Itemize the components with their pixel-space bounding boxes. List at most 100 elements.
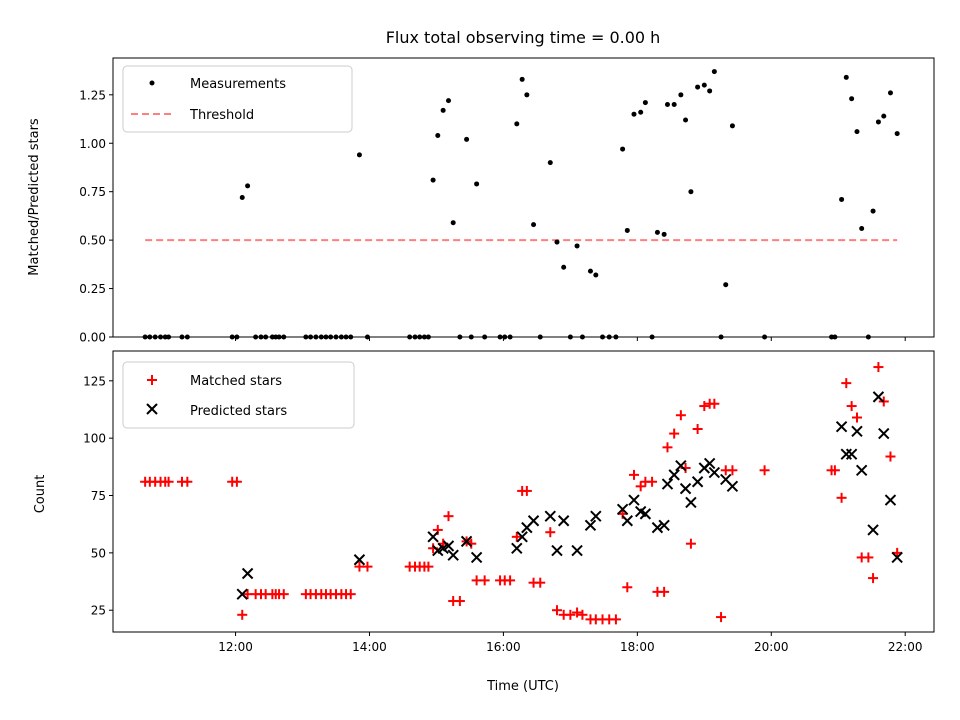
legend-bottom: Matched stars Predicted stars [122,361,355,429]
matched-star-point [628,469,639,480]
y-tick-label: 25 [91,604,106,618]
matched-stars-layer [140,362,903,625]
measurement-point [887,90,893,96]
predicted-star-point [447,549,459,561]
measurement-point [839,196,845,202]
measurement-point [531,222,537,228]
measurement-point [843,74,849,80]
x-tick-label: 16:00 [486,640,521,654]
x-tick-label: 12:00 [218,640,253,654]
measurement-point [723,282,729,288]
y-tick-label: 0.25 [79,282,106,296]
predicted-star-point [639,508,652,520]
matched-star-point [572,607,583,618]
matched-star-point [647,476,658,487]
measurement-point [524,92,530,98]
matched-star-point [727,465,738,476]
predicted-stars-layer [236,391,903,600]
matched-star-point [659,586,670,597]
predicted-star-point [470,551,483,564]
matched-star-point [868,573,879,584]
predicted-star-point [668,469,680,481]
predicted-star-point [855,464,868,476]
matched-star-point [841,378,852,389]
predicted-star-point [651,521,664,534]
matched-star-point [836,492,847,503]
measurement-point [711,69,717,75]
y-tick-label: 125 [83,374,106,388]
predicted-star-point [661,478,674,490]
predicted-star-point [442,540,455,552]
predicted-star-point [557,515,570,527]
matched-star-point [545,527,556,538]
measurement-point [688,189,694,195]
y-tick-label: 0.75 [79,185,106,199]
matched-star-point [851,412,862,423]
measurement-point [671,102,677,107]
x-axis-label: Time (UTC) [486,679,559,694]
measurement-point [631,111,637,117]
matched-star-point [237,609,248,620]
predicted-star-point [427,531,439,543]
predicted-star-point [628,494,640,506]
matched-star-point [535,577,546,588]
matched-star-point [669,428,680,439]
predicted-star-point [675,459,687,472]
matched-star-point [759,465,770,476]
predicted-star-point [571,544,583,557]
measurement-point [445,98,451,104]
measurement-point [695,84,701,90]
matched-star-point [362,561,373,572]
predicted-star-point [691,476,704,488]
measurement-point [245,183,251,189]
y-tick-label: 50 [91,546,106,560]
matched-star-point [454,596,465,607]
x-tick-label: 20:00 [754,640,789,654]
matched-star-point [846,401,857,412]
matched-star-point [443,511,454,522]
measurement-point [683,117,689,123]
matched-star-point [423,561,434,572]
predicted-star-point [867,524,879,536]
matched-star-point [635,481,646,492]
measurement-point [587,268,593,274]
measurement-point [642,100,648,106]
matched-star-point [873,362,884,373]
predicted-star-point [891,551,903,564]
predicted-star-point [621,515,634,527]
measurement-point [554,239,560,245]
matched-star-point [699,401,710,412]
predicted-star-point [851,425,863,437]
predicted-star-point [353,554,366,566]
y-tick-label: 100 [83,432,106,446]
measurement-point [450,220,456,226]
legend-predicted-marker [146,403,158,415]
matched-star-point [685,538,696,549]
measurement-point [519,76,525,82]
measurement-point [664,102,670,107]
legend-matched-label: Matched stars [190,374,282,389]
matched-star-point [610,614,621,625]
matched-star-point [885,451,896,462]
measurement-point [435,133,441,138]
x-axis-ticks-top [235,337,906,341]
measurement-point [870,208,876,214]
matched-star-point [622,582,633,593]
measurement-point [894,131,900,137]
predicted-star-point [884,494,897,506]
y-axis-ticks-bottom: 25 50 75 100 125 [83,374,113,618]
measurement-point [875,119,881,125]
measurement-point [514,121,520,127]
predicted-star-point [241,567,254,580]
measurements-layer [142,69,900,340]
ratio-panel: 0.00 0.25 0.50 0.75 1.00 1.25 Flux total obse… [27,28,935,345]
measurement-point [593,272,599,278]
measurement-point [574,243,580,249]
predicted-star-point [708,466,721,479]
predicted-star-point [872,391,885,403]
count-panel: 25 50 75 100 125 12:00 14:00 16:00 18:00 20:00 22… [33,350,935,694]
measurement-point [678,92,684,98]
matched-star-point [662,442,673,453]
measurement-point [561,264,567,270]
predicted-star-point [845,448,858,460]
